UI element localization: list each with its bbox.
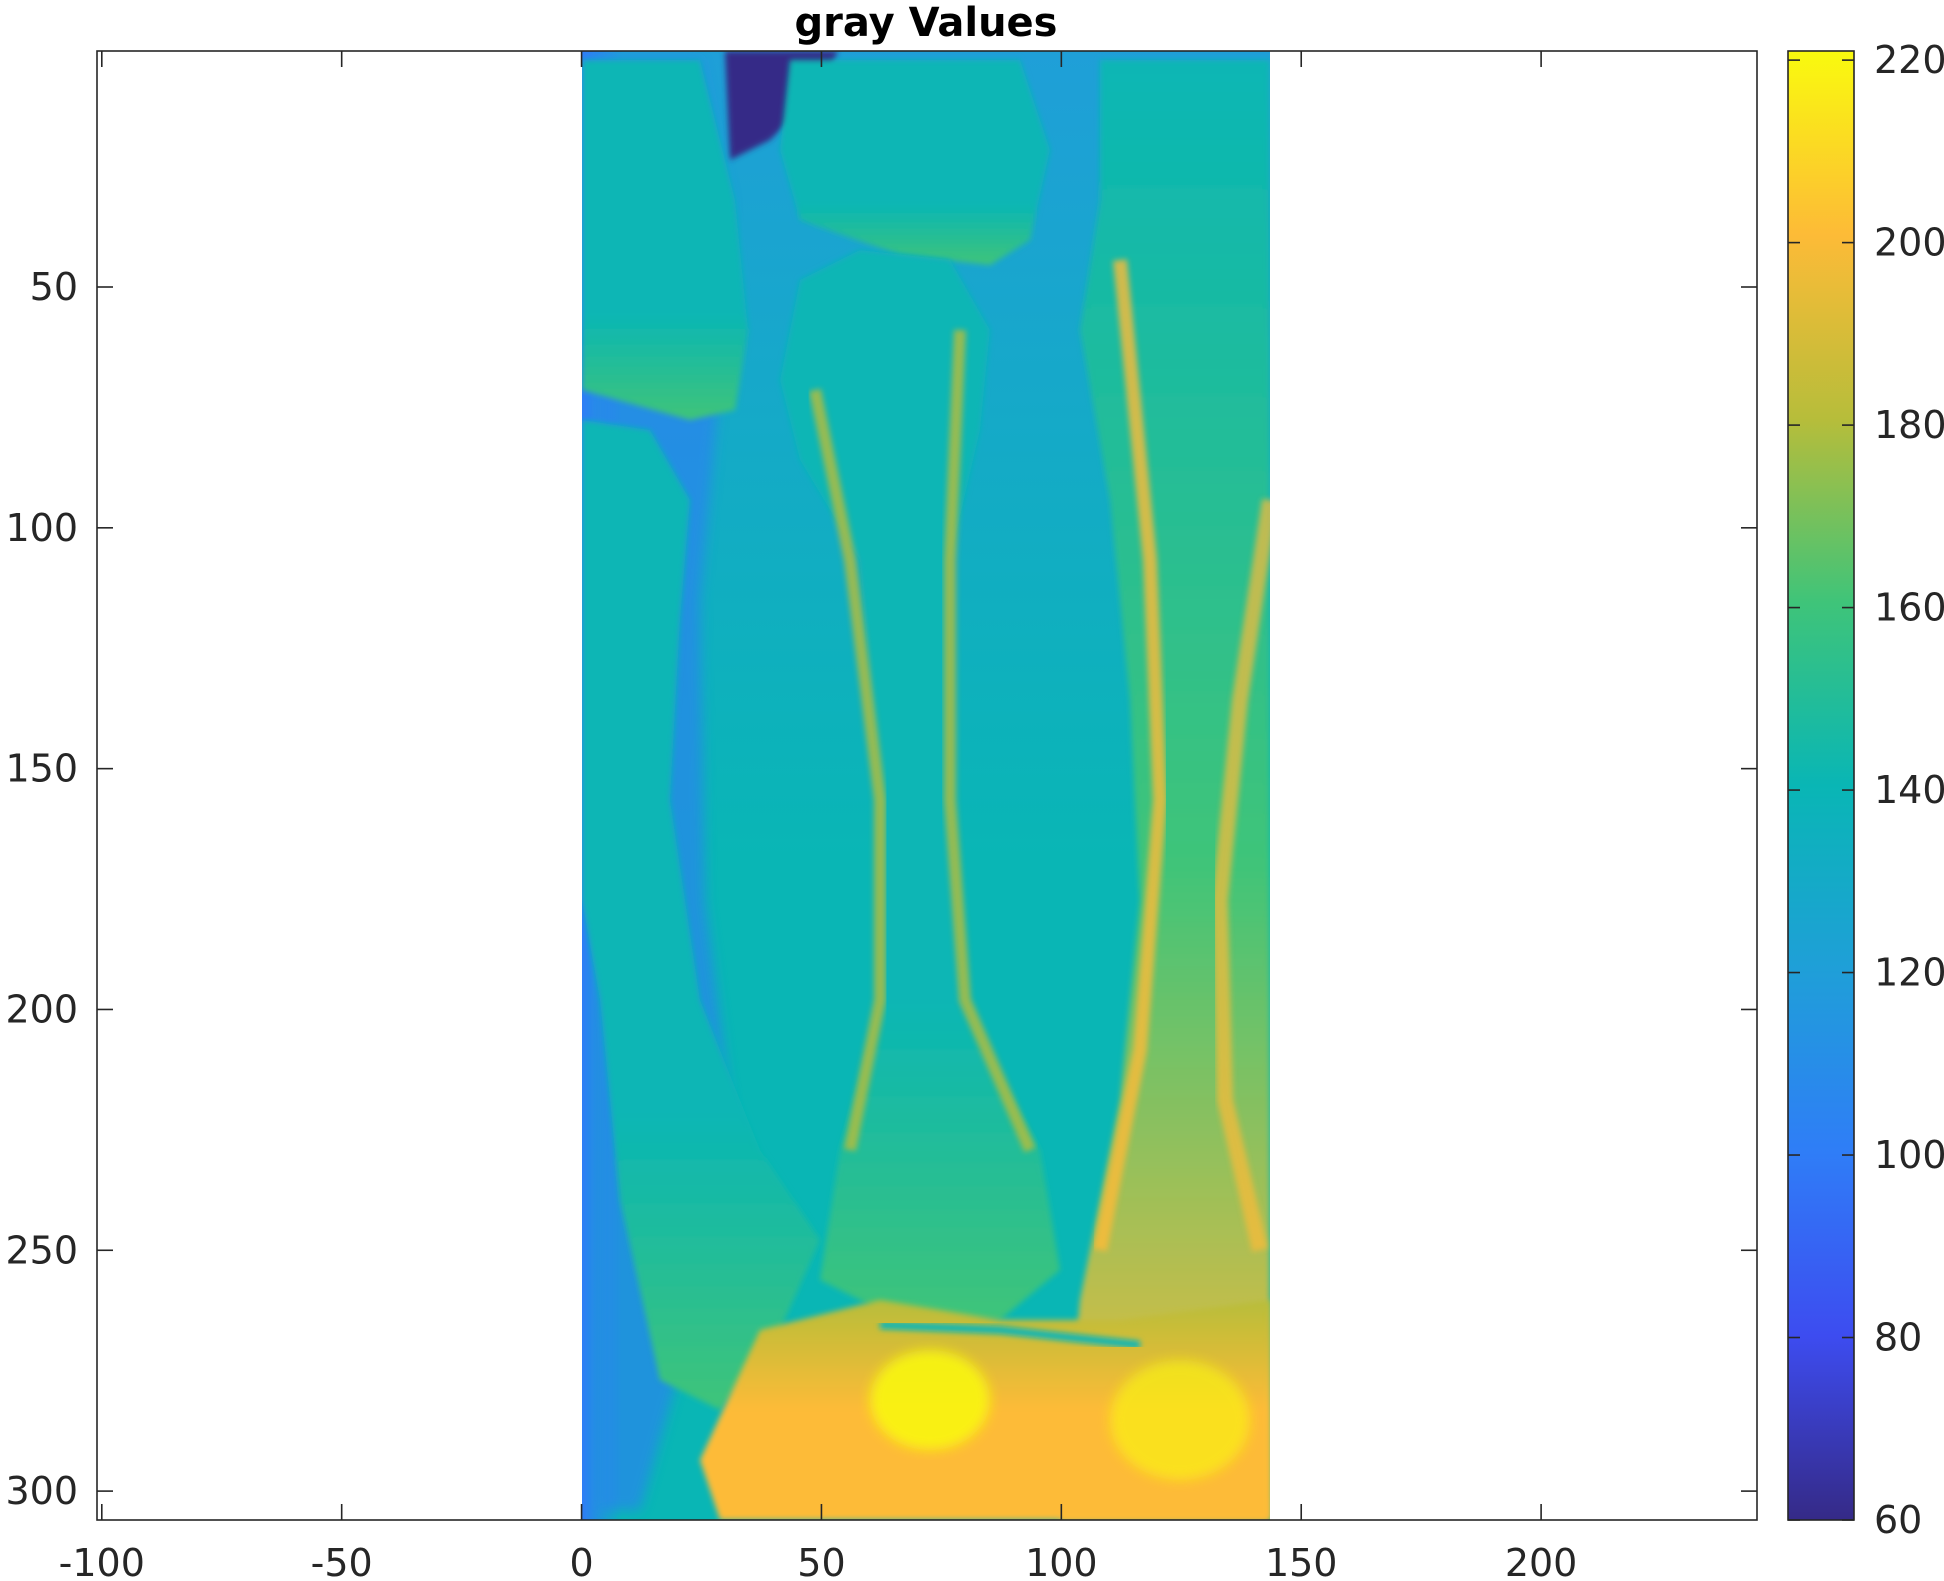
y-tick-label: 150 (5, 747, 78, 791)
colorbar-tick-label: 60 (1874, 1498, 1922, 1542)
bone-left (582, 420, 820, 1410)
x-tick-label: 200 (1505, 1541, 1578, 1581)
x-axis-ticks: -100 -50 0 50 100 150 200 (59, 51, 1578, 1581)
y-tick-label: 300 (5, 1469, 78, 1513)
colorbar-ticks: 60 80 100 120 140 160 180 200 220 (1788, 38, 1944, 1542)
y-axis-ticks: 50 100 150 200 250 300 (5, 265, 1757, 1513)
bone-middle-cortex-right (944, 329, 1036, 1153)
colorbar-tick-label: 100 (1874, 1133, 1944, 1177)
y-tick-label: 200 (5, 987, 78, 1031)
carpal-highlight (870, 1350, 990, 1450)
y-tick-label: 100 (5, 506, 78, 550)
bone-middle (780, 250, 1060, 1320)
x-tick-label: 0 (569, 1541, 593, 1581)
axes-box (96, 50, 1758, 1521)
colorbar-tick-label: 160 (1874, 586, 1944, 630)
carpal-highlight-2 (1110, 1360, 1250, 1480)
bone-left-top (582, 60, 748, 420)
joint-line (879, 1321, 1141, 1349)
colorbar-tick-label: 220 (1874, 38, 1944, 82)
heatmap-image (582, 51, 1270, 1520)
chart-title: gray Values (794, 0, 1057, 46)
y-tick-label: 250 (5, 1228, 78, 1272)
bone-right-cortex-2 (1211, 498, 1270, 1252)
x-tick-label: -50 (311, 1541, 373, 1581)
bone-middle-head (780, 60, 1050, 265)
colorbar-tick-label: 200 (1874, 221, 1944, 265)
y-tick-label: 50 (30, 265, 78, 309)
colorbar (1788, 51, 1854, 1520)
colorbar-tick-label: 140 (1874, 768, 1944, 812)
bone-middle-cortex-left (809, 388, 886, 1152)
colorbar-tick-label: 120 (1874, 951, 1944, 995)
x-tick-label: 150 (1265, 1541, 1338, 1581)
x-tick-label: 50 (797, 1541, 845, 1581)
colorbar-tick-label: 180 (1874, 403, 1944, 447)
colorbar-box (1787, 50, 1855, 1521)
colorbar-tick-label: 80 (1874, 1316, 1922, 1360)
bone-right-cortex (1093, 259, 1168, 1252)
x-tick-label: -100 (59, 1541, 145, 1581)
x-tick-label: 100 (1025, 1541, 1098, 1581)
